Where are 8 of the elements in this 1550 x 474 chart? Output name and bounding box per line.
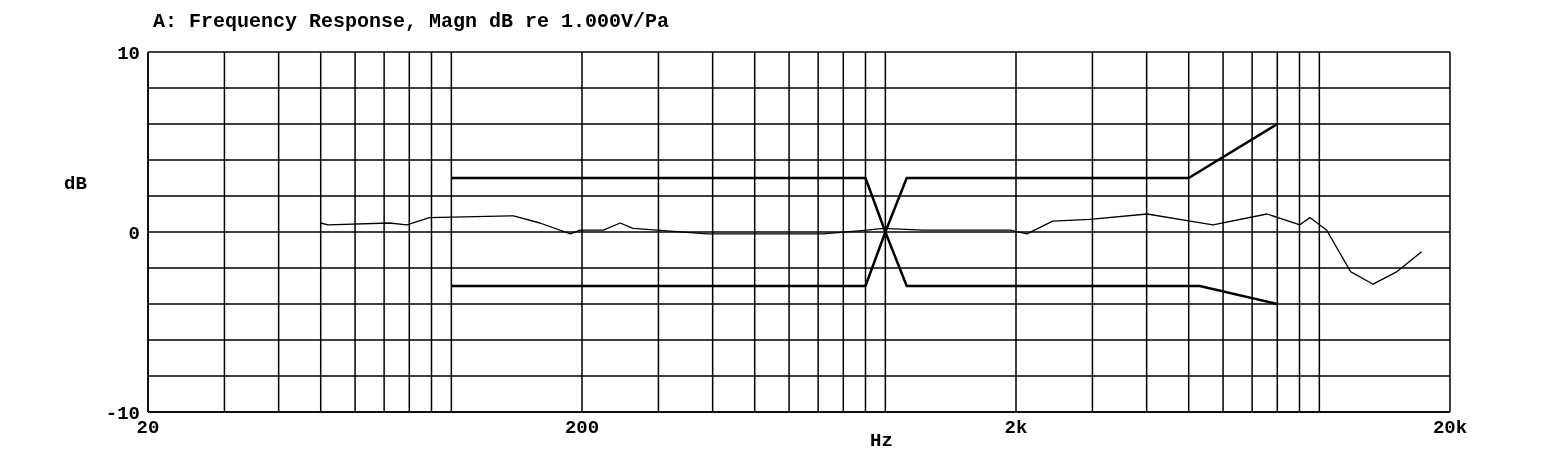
x-tick-label: 20k	[1432, 417, 1468, 440]
x-tick-label: 200	[564, 417, 600, 440]
x-axis-title: Hz	[870, 430, 893, 452]
y-axis-title: dB	[64, 173, 87, 195]
y-tick-label: 10	[117, 42, 140, 65]
x-tick-label: 2k	[1004, 417, 1028, 440]
chart-title: A: Frequency Response, Magn dB re 1.000V/Pa	[153, 10, 670, 33]
y-tick-label: 0	[128, 222, 140, 245]
